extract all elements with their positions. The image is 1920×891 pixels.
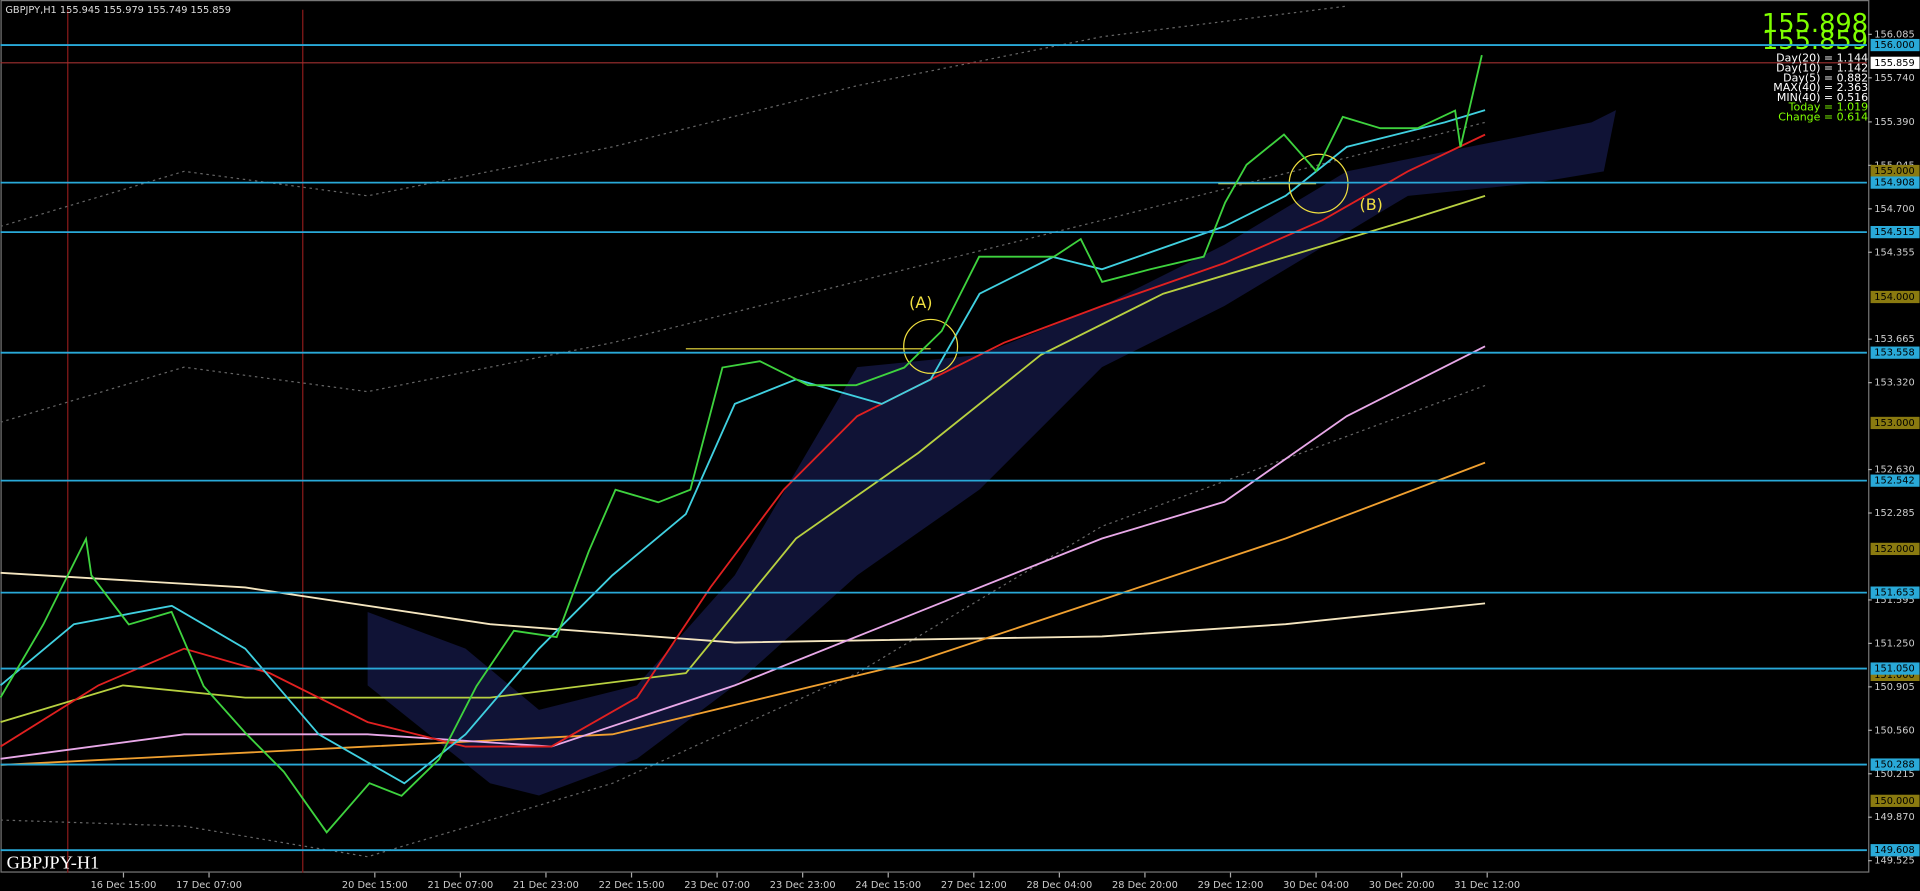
ma-line [0, 109, 1486, 785]
y-tick-label: 153.665 [1874, 334, 1914, 345]
level-box [1870, 346, 1920, 359]
x-tick-label: 30 Dec 20:00 [1369, 880, 1435, 891]
x-tick-label: 27 Dec 12:00 [941, 880, 1007, 891]
level-label: 156.000 [1874, 40, 1914, 51]
level-label: 150.288 [1874, 760, 1914, 771]
stat-line: Day(10) = 1.142 [1776, 62, 1868, 75]
round-level-label: 152.000 [1874, 544, 1914, 555]
ma-line [0, 194, 1486, 723]
y-tick-label: 153.320 [1874, 378, 1914, 389]
level-label: 153.558 [1874, 348, 1914, 359]
annotation: (B) [1360, 195, 1383, 214]
price-line [0, 54, 1483, 834]
ma-line [0, 345, 1486, 760]
y-tick-label: 152.285 [1874, 508, 1914, 519]
level-box [1870, 176, 1920, 189]
y-tick-label: 155.740 [1874, 73, 1914, 84]
x-tick-label: 21 Dec 07:00 [427, 880, 493, 891]
current-price-label: 155.859 [1874, 58, 1914, 69]
annotation-circle [903, 318, 959, 374]
y-tick-label: 152.630 [1874, 465, 1914, 476]
x-tick-label: 23 Dec 23:00 [770, 880, 836, 891]
envelope [0, 5, 1347, 228]
envelope [0, 121, 1486, 423]
stat-line: Day(5) = 0.882 [1783, 71, 1868, 84]
round-level-box [1870, 542, 1920, 556]
x-tick-label: 21 Dec 23:00 [513, 880, 579, 891]
current-price-box [1870, 56, 1920, 69]
level-label: 152.542 [1874, 476, 1914, 487]
level-label: 151.653 [1874, 588, 1914, 599]
annotation-circle [1288, 153, 1349, 214]
round-level-label: 150.000 [1874, 796, 1914, 807]
level-label: 149.608 [1874, 845, 1914, 856]
x-tick-label: 16 Dec 15:00 [91, 880, 157, 891]
annotation-marks [685, 153, 1349, 374]
x-tick-label: 31 Dec 12:00 [1454, 880, 1520, 891]
envelope [0, 384, 1486, 858]
ask-price: 155.859 [1762, 26, 1868, 56]
y-tick-label: 155.390 [1874, 117, 1914, 128]
x-tick-label: 29 Dec 12:00 [1198, 880, 1264, 891]
round-level-label: 153.000 [1874, 418, 1914, 429]
round-level-label: 154.000 [1874, 292, 1914, 303]
x-tick-label: 28 Dec 20:00 [1112, 880, 1178, 891]
stat-line: MAX(40) = 2.363 [1773, 81, 1868, 94]
envelopes [0, 5, 1486, 858]
x-tick-label: 24 Dec 15:00 [855, 880, 921, 891]
watermark: GBPJPY-H1 [7, 852, 100, 872]
level-box [1870, 662, 1920, 675]
round-level-box [1870, 794, 1920, 807]
y-tick-label: 154.355 [1874, 247, 1914, 258]
level-box [1870, 225, 1920, 239]
bid-price: 155.898 [1762, 9, 1868, 39]
round-level-box [1870, 416, 1920, 430]
y-tick-label: 156.085 [1874, 29, 1914, 40]
y-tick-label: 149.870 [1874, 812, 1914, 823]
y-tick-label: 149.525 [1874, 856, 1914, 867]
level-label: 154.515 [1874, 227, 1914, 238]
symbol-info: GBPJPY,H1 155.945 155.979 155.749 155.85… [5, 5, 231, 16]
stat-line: Day(20) = 1.144 [1776, 52, 1868, 65]
x-tick-label: 28 Dec 04:00 [1026, 880, 1092, 891]
y-tick-label: 154.700 [1874, 204, 1914, 215]
level-label: 154.908 [1874, 178, 1914, 189]
x-tick-label: 17 Dec 07:00 [176, 880, 242, 891]
y-tick-label: 151.250 [1874, 638, 1914, 649]
ma-line [0, 571, 1486, 644]
level-box [1870, 474, 1920, 487]
level-box [1870, 844, 1920, 857]
stat-line: Change = 0.614 [1778, 110, 1868, 123]
x-tick-label: 23 Dec 07:00 [684, 880, 750, 891]
round-level-label: 155.000 [1874, 166, 1914, 177]
level-box [1870, 758, 1920, 771]
x-tick-label: 20 Dec 15:00 [342, 880, 408, 891]
ma-line [0, 461, 1486, 766]
y-tick-label: 150.560 [1874, 725, 1914, 736]
round-level-label: 151.000 [1874, 670, 1914, 681]
y-tick-label: 150.215 [1874, 769, 1914, 780]
annotation: (A) [909, 293, 932, 312]
y-tick-label: 151.595 [1874, 595, 1914, 606]
x-tick-label: 22 Dec 15:00 [599, 880, 665, 891]
ichimoku-cloud [367, 110, 1617, 796]
y-tick-label: 150.905 [1874, 682, 1914, 693]
level-label: 151.050 [1874, 664, 1914, 675]
round-level-box [1870, 290, 1920, 304]
stat-line: Today = 1.019 [1788, 101, 1869, 114]
stat-line: MIN(40) = 0.516 [1777, 91, 1868, 104]
level-box [1870, 38, 1920, 52]
round-level-box [1870, 164, 1920, 178]
x-tick-label: 30 Dec 04:00 [1283, 880, 1349, 891]
plot-frame [0, 0, 1870, 873]
level-box [1870, 586, 1920, 599]
